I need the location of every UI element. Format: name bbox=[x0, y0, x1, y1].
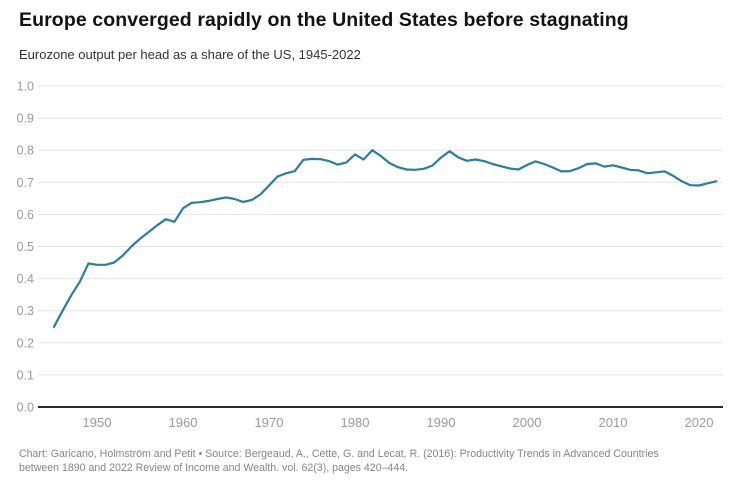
svg-text:2010: 2010 bbox=[599, 415, 628, 430]
svg-text:0.6: 0.6 bbox=[17, 208, 34, 222]
svg-text:1950: 1950 bbox=[83, 415, 112, 430]
svg-text:0.7: 0.7 bbox=[17, 176, 34, 190]
svg-text:0.4: 0.4 bbox=[17, 272, 34, 286]
svg-text:0.1: 0.1 bbox=[17, 368, 34, 382]
data-series-line bbox=[52, 149, 718, 328]
svg-text:1970: 1970 bbox=[255, 415, 284, 430]
svg-text:2020: 2020 bbox=[685, 415, 714, 430]
svg-text:1.0: 1.0 bbox=[17, 80, 34, 94]
svg-text:0.3: 0.3 bbox=[17, 304, 34, 318]
svg-text:0.5: 0.5 bbox=[17, 240, 34, 254]
y-gridlines bbox=[38, 85, 723, 408]
svg-text:1990: 1990 bbox=[427, 415, 456, 430]
footer-line-1: Chart: Garicano, Holmström and Petit • S… bbox=[19, 448, 659, 460]
svg-text:1980: 1980 bbox=[341, 415, 370, 430]
chart-title: Europe converged rapidly on the United S… bbox=[19, 9, 629, 31]
svg-text:0.0: 0.0 bbox=[17, 401, 34, 415]
footer-line-2: between 1890 and 2022 Review of Income a… bbox=[19, 462, 409, 474]
chart-subtitle: Eurozone output per head as a share of t… bbox=[19, 47, 361, 62]
x-axis-tick-labels: 1950 1960 1970 1980 1990 2000 2010 2020 bbox=[83, 415, 714, 430]
svg-text:0.9: 0.9 bbox=[17, 112, 34, 126]
svg-text:1960: 1960 bbox=[169, 415, 198, 430]
y-axis-tick-labels: 0.0 0.1 0.2 0.3 0.4 0.5 0.6 0.7 0.8 0.9 1.0 bbox=[17, 80, 34, 415]
svg-text:0.8: 0.8 bbox=[17, 144, 34, 158]
svg-text:0.2: 0.2 bbox=[17, 336, 34, 350]
svg-text:2000: 2000 bbox=[513, 415, 542, 430]
chart-footer: Chart: Garicano, Holmström and Petit • S… bbox=[19, 447, 719, 475]
